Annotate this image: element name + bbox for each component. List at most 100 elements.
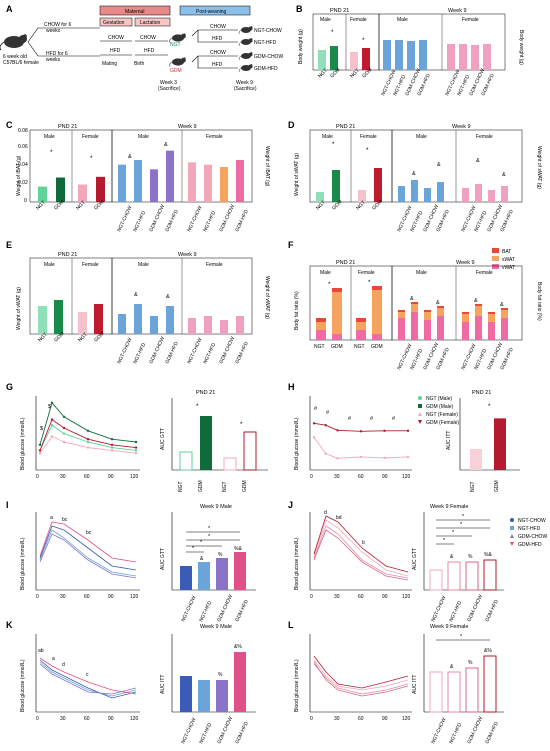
j-auc-x2: NGT-HFD: [448, 600, 463, 623]
j-ylabel: Blood glucose (mmol/L): [294, 537, 300, 590]
e-w9-x3: GDM-CHOW: [148, 336, 166, 365]
g-point: [110, 443, 114, 446]
c-y2: 0.04: [18, 162, 28, 168]
legend-swat-swatch: [492, 256, 499, 261]
g-star-1: *: [196, 403, 199, 410]
k-auc-label: AUC ITT: [160, 675, 166, 694]
k-ab: ab: [38, 648, 44, 654]
panel-e: E PND 21 Week 9 Male Female Male Female …: [6, 240, 270, 365]
d-w9-x4: GDM-HFD: [435, 209, 451, 233]
gestation-label: Gestation: [103, 20, 125, 26]
f-star-2: *: [368, 279, 371, 286]
h-point: [336, 429, 339, 432]
mouse-icon: [0, 33, 28, 51]
f-w9-x8: GDM-HFD: [499, 347, 515, 371]
c-y3: 0.06: [18, 144, 28, 150]
i-t60: 60: [84, 594, 90, 600]
c-male-w9: Male: [138, 134, 149, 140]
k-amp-pct: &%: [234, 644, 242, 650]
e-w9-x4: GDM-HFD: [164, 341, 180, 365]
panel-i: I Blood glucose (mmol/L) a bc bc 0 30 60…: [6, 500, 256, 623]
group-ngt-hfd: NGT-HFD: [254, 40, 277, 46]
ngt-schema-label: NGT: [170, 42, 181, 48]
e-amp-2: &: [166, 294, 170, 300]
g-point: [134, 446, 138, 449]
h-hash-3: #: [348, 416, 352, 422]
legend-week9: NGT-CHOW NGT-HFD GDM-CHOW GDM-HFD: [510, 518, 547, 548]
c-bars: [38, 150, 244, 202]
b-male-w9: Male: [397, 17, 408, 23]
e-w9-x8: GDM-HFD: [234, 341, 250, 365]
g-auc-x2: GDM: [198, 480, 204, 492]
g-series-line: [39, 401, 137, 445]
arm-chow-2: CHOW: [210, 50, 226, 56]
c-bar: [78, 184, 87, 202]
g-point: [86, 446, 90, 449]
l-t120: 120: [402, 716, 411, 722]
panel-b: B PND 21 Week 9 Male Female Male Female …: [296, 4, 524, 97]
h-lines: [312, 422, 410, 460]
h-t60: 60: [358, 474, 364, 480]
legend-bat-swatch: [492, 248, 499, 253]
panel-letter-a: A: [6, 4, 13, 14]
week3-line2: (Sacrifice): [158, 86, 181, 92]
k-auc-x2: NGT-HFD: [198, 722, 213, 745]
g-point: [86, 429, 90, 432]
legend-pnd: NGT (Male) GDM (Male) NGT (Female) GDM (…: [418, 396, 459, 426]
i-t30: 30: [60, 594, 66, 600]
i-t90: 90: [108, 594, 114, 600]
c-w9-x8: GDM-HFD: [234, 209, 250, 233]
l-auc-x3: GDM-CHOW: [466, 716, 484, 745]
h-auc-bar: [494, 418, 506, 470]
gdm-schema-label: GDM: [170, 68, 182, 74]
i-ylabel: Blood glucose (mmol/L): [20, 537, 26, 590]
h-t30: 30: [334, 474, 340, 480]
l-t30: 30: [334, 716, 340, 722]
i-title: Week 9 Male: [200, 504, 232, 510]
g-point: [134, 452, 138, 455]
i-star-3: *: [200, 540, 203, 546]
group-gdm-chow: GDM-CHOW: [254, 54, 283, 60]
g-t30: 30: [60, 474, 66, 480]
panel-j: J Blood glucose (mmol/L) d bd b 0 30 60 …: [288, 500, 504, 623]
panel-h: H Blood glucose (mmol/L) # # # # # 0 30 …: [288, 382, 520, 492]
k-ylabel: Blood glucose (mmol/L): [20, 659, 26, 712]
c-star-2: *: [90, 155, 93, 162]
g-series-line: [39, 424, 137, 451]
g-dollar-1: $: [48, 404, 51, 410]
f-week9: Week 9: [456, 260, 475, 266]
panel-letter-c: C: [6, 120, 13, 130]
l-t0: 0: [310, 716, 313, 722]
hfd-bottom-b: HFD: [144, 48, 155, 54]
j-amp: &: [450, 554, 454, 560]
b-female: Female: [350, 17, 367, 23]
mouse-label-line1: 6 week old: [3, 54, 27, 60]
e-w9-x5: NGT-CHOW: [186, 337, 203, 365]
k-t0: 0: [36, 716, 39, 722]
i-auc-x4: GDM-HFD: [234, 599, 250, 623]
g-point: [110, 446, 114, 449]
g-point: [38, 449, 42, 452]
g-star-2: *: [240, 421, 243, 428]
i-auc-label: AUC GTT: [160, 548, 166, 570]
chow-arm-line2: weeks: [46, 28, 61, 34]
g-point: [62, 426, 66, 430]
g-point: [62, 415, 66, 418]
panel-letter-d: D: [288, 120, 295, 130]
h-ylabel: Blood glucose (mmol/L): [294, 417, 300, 470]
f-ylabel-right: Body fat ratio (%): [536, 282, 542, 321]
c-amp-1: &: [128, 154, 132, 160]
l-amp-pct: &%: [484, 648, 492, 654]
c-x3: NGT: [75, 200, 87, 212]
j-pct: %: [468, 554, 473, 560]
legend-w9-1: NGT-CHOW: [518, 518, 546, 524]
g-point: [38, 452, 42, 455]
d-amp-4: &: [502, 172, 506, 178]
e-female-w9: Female: [206, 262, 223, 268]
c-ylabel: Weight of iBAT (g): [16, 155, 22, 196]
g-pnd21: PND 21: [196, 390, 215, 396]
e-x3: NGT: [77, 332, 89, 344]
b-x1: NGT: [317, 68, 329, 80]
j-auc-x1: NGT-CHOW: [430, 595, 447, 623]
h-auc-bars: [470, 418, 506, 470]
